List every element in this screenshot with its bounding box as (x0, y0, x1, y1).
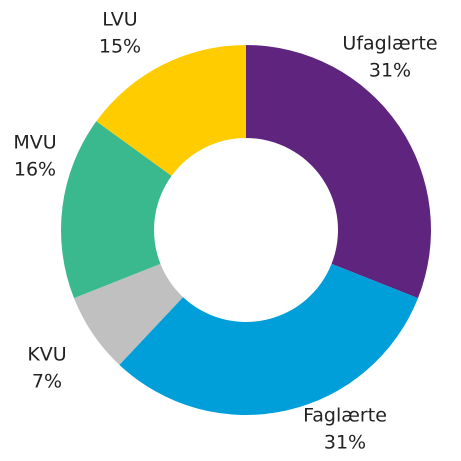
slice-value-label: 15% (99, 36, 141, 58)
slice-label: Faglærte (303, 405, 387, 427)
slice-label: LVU (102, 9, 137, 31)
slice-label: MVU (13, 132, 56, 154)
donut-slice (96, 45, 247, 176)
donut-slice (246, 45, 431, 299)
donut-slice (73, 263, 184, 365)
slice-value-label: 16% (14, 159, 56, 181)
slice-value-label: 31% (369, 60, 411, 82)
slice-label: KVU (27, 344, 66, 366)
slice-value-label: 31% (324, 432, 366, 454)
donut-slice (61, 121, 172, 299)
donut-slice (119, 263, 419, 415)
slice-value-label: 7% (32, 371, 62, 393)
slice-label: Ufaglærte (342, 33, 437, 55)
